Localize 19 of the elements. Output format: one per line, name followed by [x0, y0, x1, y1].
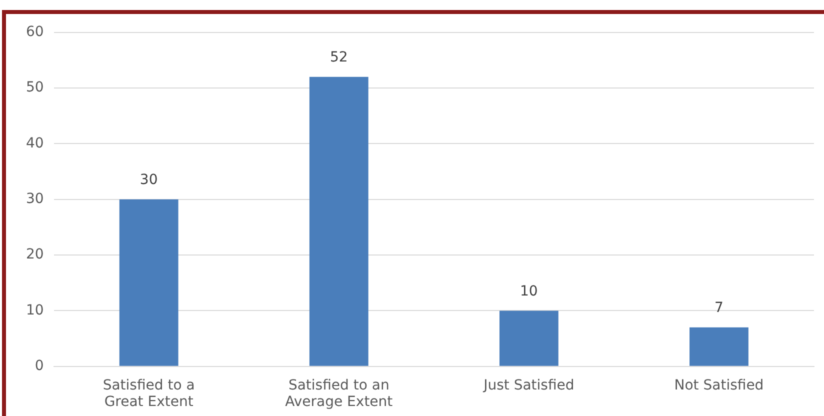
x-tick-label: Just Satisfied	[482, 377, 574, 394]
y-tick-label: 40	[26, 135, 44, 152]
y-tick-label: 0	[34, 358, 44, 374]
x-tick-label: Not Satisfied	[674, 377, 764, 394]
y-tick-label: 10	[26, 302, 44, 318]
y-tick-label: 30	[26, 191, 44, 208]
x-tick-label: Satisfied to an Average Extent	[285, 377, 394, 410]
data-label: 7	[714, 300, 724, 316]
bar	[119, 199, 178, 366]
bar	[690, 327, 748, 366]
y-tick-label: 60	[26, 24, 44, 40]
data-label: 10	[520, 283, 538, 300]
y-tick-label: 20	[26, 246, 44, 263]
x-tick-label: Satisfied to a Great Extent	[102, 377, 195, 410]
data-label: 30	[140, 172, 158, 188]
data-label: 52	[330, 50, 348, 66]
bar	[499, 310, 558, 366]
y-tick-label: 50	[26, 80, 44, 96]
bar	[309, 76, 368, 366]
